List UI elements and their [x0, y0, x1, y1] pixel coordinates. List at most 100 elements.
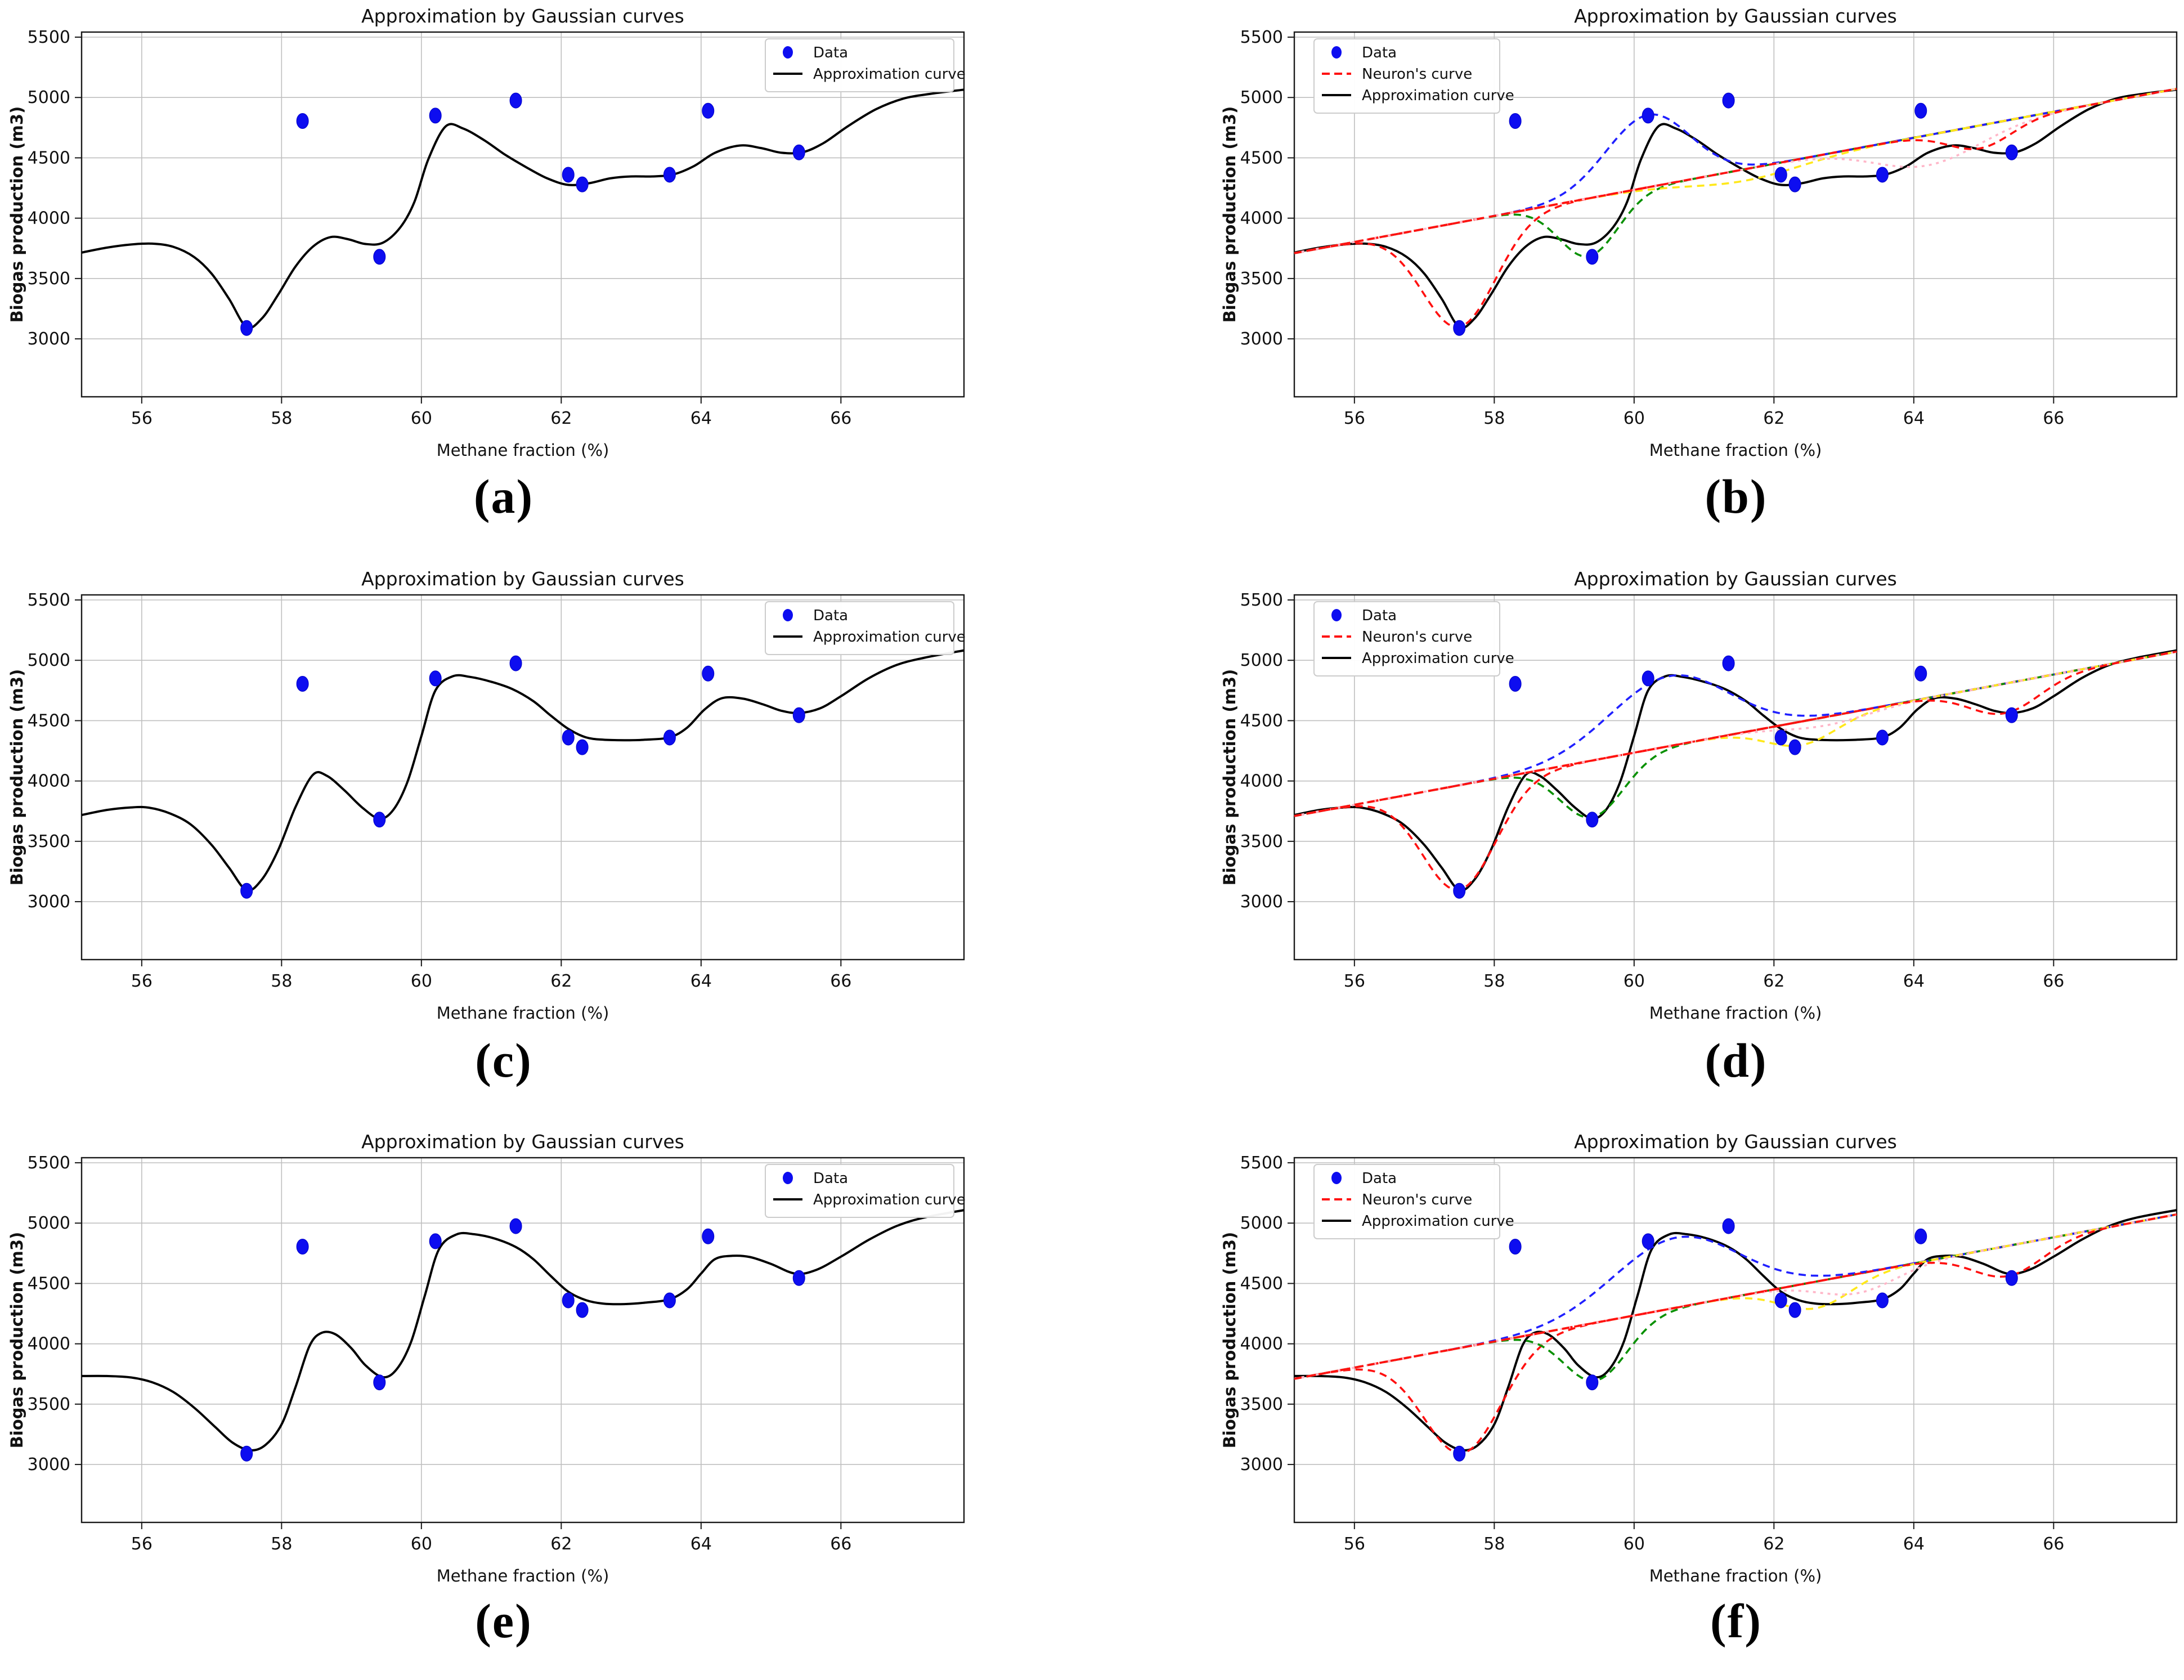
- svg-text:Approximation curve: Approximation curve: [813, 1191, 966, 1208]
- svg-text:5500: 5500: [28, 590, 70, 610]
- svg-text:62: 62: [1763, 1534, 1784, 1554]
- chart-svg-b: 56 58 60 62 64 66 3000 3500 4000 4500 5000 5500 Appr…: [1220, 5, 2178, 460]
- caption-b: (b): [1705, 469, 1768, 523]
- svg-text:Methane fraction (%): Methane fraction (%): [437, 1566, 609, 1585]
- caption-e: (e): [475, 1594, 532, 1648]
- svg-text:5000: 5000: [28, 1213, 70, 1233]
- svg-text:66: 66: [830, 971, 851, 991]
- svg-text:Biogas production (m3): Biogas production (m3): [7, 106, 26, 323]
- svg-text:Approximation by Gaussian curv: Approximation by Gaussian curves: [1574, 5, 1897, 27]
- svg-text:56: 56: [1344, 971, 1365, 991]
- svg-text:56: 56: [1344, 1534, 1365, 1554]
- subplot-a: 56 58 60 62 64 66 3000 3500 4000 4500 5000 5500 Appr…: [0, 0, 1007, 554]
- svg-text:Methane fraction (%): Methane fraction (%): [1649, 441, 1822, 460]
- svg-text:64: 64: [1903, 971, 1925, 991]
- svg-text:66: 66: [2043, 1534, 2064, 1554]
- svg-text:Methane fraction (%): Methane fraction (%): [1649, 1566, 1822, 1585]
- svg-text:5500: 5500: [1240, 28, 1283, 47]
- svg-text:4000: 4000: [28, 209, 70, 229]
- chart-svg-a: 56 58 60 62 64 66 3000 3500 4000 4500 5000 5500 Appr…: [7, 5, 966, 460]
- svg-text:Approximation by Gaussian curv: Approximation by Gaussian curves: [1574, 1131, 1897, 1153]
- svg-text:5000: 5000: [1240, 88, 1283, 107]
- svg-text:4000: 4000: [1240, 772, 1283, 791]
- svg-text:56: 56: [131, 1534, 153, 1554]
- svg-text:4500: 4500: [28, 711, 70, 731]
- svg-text:3500: 3500: [1240, 1395, 1283, 1414]
- svg-text:66: 66: [830, 1534, 851, 1554]
- svg-text:Approximation by Gaussian curv: Approximation by Gaussian curves: [361, 568, 684, 590]
- svg-text:66: 66: [830, 409, 851, 428]
- svg-text:4000: 4000: [28, 772, 70, 791]
- svg-text:3000: 3000: [28, 1455, 70, 1475]
- svg-text:60: 60: [411, 971, 432, 991]
- chart-svg-e: 56 58 60 62 64 66 3000 3500 4000 4500 5000 5500 Appr…: [7, 1131, 966, 1585]
- svg-text:Data: Data: [1362, 1170, 1397, 1187]
- svg-text:3500: 3500: [28, 832, 70, 852]
- svg-text:Approximation curve: Approximation curve: [1362, 1213, 1514, 1230]
- svg-text:3500: 3500: [28, 1395, 70, 1414]
- svg-text:60: 60: [1624, 971, 1645, 991]
- svg-text:4500: 4500: [1240, 148, 1283, 168]
- svg-text:66: 66: [2043, 971, 2064, 991]
- chart-svg-d: 56 58 60 62 64 66 3000 3500 4000 4500 5000 5500 Appr…: [1220, 568, 2178, 1023]
- svg-text:62: 62: [550, 971, 572, 991]
- svg-text:3000: 3000: [1240, 1455, 1283, 1475]
- svg-text:64: 64: [1903, 409, 1925, 428]
- svg-text:Biogas production (m3): Biogas production (m3): [7, 669, 26, 886]
- svg-text:Biogas production (m3): Biogas production (m3): [1220, 669, 1239, 886]
- svg-text:58: 58: [271, 409, 292, 428]
- svg-text:4000: 4000: [1240, 1334, 1283, 1354]
- svg-text:Methane fraction (%): Methane fraction (%): [1649, 1003, 1822, 1023]
- svg-text:5000: 5000: [1240, 651, 1283, 670]
- svg-text:Biogas production (m3): Biogas production (m3): [1220, 106, 1239, 323]
- svg-text:3500: 3500: [28, 269, 70, 289]
- svg-text:Approximation by Gaussian curv: Approximation by Gaussian curves: [361, 5, 684, 27]
- svg-text:Data: Data: [1362, 607, 1397, 624]
- svg-text:4500: 4500: [1240, 711, 1283, 731]
- svg-text:4500: 4500: [28, 1274, 70, 1293]
- subplot-f: 56 58 60 62 64 66 3000 3500 4000 4500 5000 5500 Appr…: [1210, 1126, 2184, 1680]
- svg-text:Data: Data: [813, 1170, 848, 1187]
- svg-text:3000: 3000: [28, 892, 70, 912]
- caption-d: (d): [1705, 1033, 1768, 1087]
- caption-c: (c): [475, 1033, 532, 1087]
- svg-text:64: 64: [690, 1534, 712, 1554]
- svg-text:Approximation by Gaussian curv: Approximation by Gaussian curves: [1574, 568, 1897, 590]
- svg-text:Neuron's curve: Neuron's curve: [1362, 629, 1472, 646]
- svg-text:60: 60: [1624, 409, 1645, 428]
- svg-text:Methane fraction (%): Methane fraction (%): [437, 1003, 609, 1023]
- svg-text:5500: 5500: [28, 28, 70, 47]
- svg-text:62: 62: [550, 1534, 572, 1554]
- svg-text:66: 66: [2043, 409, 2064, 428]
- svg-text:64: 64: [690, 971, 712, 991]
- svg-text:Neuron's curve: Neuron's curve: [1362, 66, 1472, 83]
- svg-text:3500: 3500: [1240, 832, 1283, 852]
- svg-text:62: 62: [1763, 409, 1784, 428]
- svg-text:Data: Data: [813, 607, 848, 624]
- svg-text:Methane fraction (%): Methane fraction (%): [437, 441, 609, 460]
- chart-svg-c: 56 58 60 62 64 66 3000 3500 4000 4500 5000 5500 Appr…: [7, 568, 966, 1023]
- svg-text:64: 64: [1903, 1534, 1925, 1554]
- svg-text:Data: Data: [1362, 44, 1397, 61]
- svg-text:Approximation curve: Approximation curve: [1362, 650, 1514, 667]
- svg-text:Approximation curve: Approximation curve: [1362, 87, 1514, 104]
- svg-text:Approximation by Gaussian curv: Approximation by Gaussian curves: [361, 1131, 684, 1153]
- svg-text:3000: 3000: [1240, 892, 1283, 912]
- svg-text:5500: 5500: [1240, 590, 1283, 610]
- svg-text:5000: 5000: [1240, 1213, 1283, 1233]
- svg-text:4000: 4000: [1240, 209, 1283, 229]
- svg-text:Approximation curve: Approximation curve: [813, 66, 966, 83]
- svg-text:64: 64: [690, 409, 712, 428]
- svg-text:5000: 5000: [28, 88, 70, 107]
- svg-text:62: 62: [1763, 971, 1784, 991]
- svg-text:58: 58: [1483, 409, 1505, 428]
- svg-text:5000: 5000: [28, 651, 70, 670]
- svg-text:5500: 5500: [28, 1153, 70, 1173]
- svg-text:3000: 3000: [1240, 329, 1283, 349]
- subplot-e: 56 58 60 62 64 66 3000 3500 4000 4500 5000 5500 Appr…: [0, 1126, 1007, 1680]
- svg-text:60: 60: [1624, 1534, 1645, 1554]
- svg-text:3000: 3000: [28, 329, 70, 349]
- svg-text:58: 58: [271, 1534, 292, 1554]
- svg-text:56: 56: [131, 971, 153, 991]
